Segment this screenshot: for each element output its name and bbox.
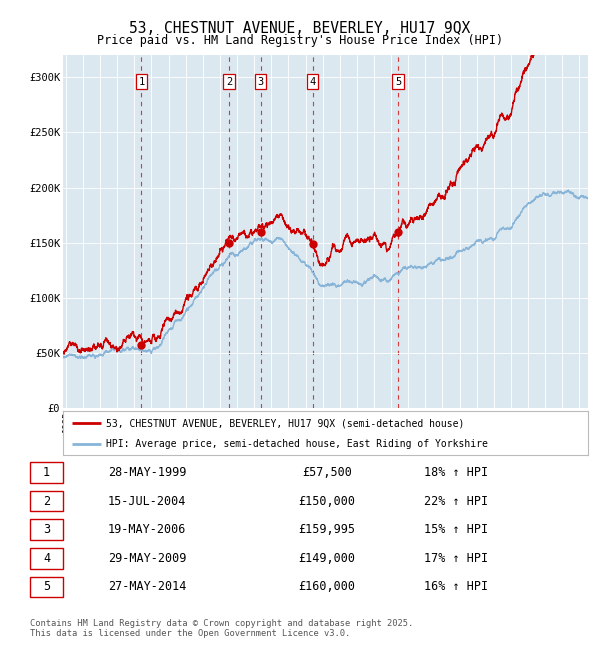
Text: £149,000: £149,000 — [299, 552, 355, 565]
Text: 15-JUL-2004: 15-JUL-2004 — [108, 495, 186, 508]
Text: 22% ↑ HPI: 22% ↑ HPI — [424, 495, 488, 508]
Text: 3: 3 — [43, 523, 50, 536]
Text: 19-MAY-2006: 19-MAY-2006 — [108, 523, 186, 536]
Text: £160,000: £160,000 — [299, 580, 355, 593]
Text: 53, CHESTNUT AVENUE, BEVERLEY, HU17 9QX: 53, CHESTNUT AVENUE, BEVERLEY, HU17 9QX — [130, 21, 470, 36]
Text: £57,500: £57,500 — [302, 466, 352, 479]
Text: 4: 4 — [310, 77, 316, 86]
Text: 16% ↑ HPI: 16% ↑ HPI — [424, 580, 488, 593]
Text: £150,000: £150,000 — [299, 495, 355, 508]
Text: Price paid vs. HM Land Registry's House Price Index (HPI): Price paid vs. HM Land Registry's House … — [97, 34, 503, 47]
Text: 5: 5 — [395, 77, 401, 86]
Text: 2: 2 — [226, 77, 232, 86]
Text: 15% ↑ HPI: 15% ↑ HPI — [424, 523, 488, 536]
Text: 2: 2 — [43, 495, 50, 508]
Text: 17% ↑ HPI: 17% ↑ HPI — [424, 552, 488, 565]
Text: 1: 1 — [138, 77, 145, 86]
Text: 53, CHESTNUT AVENUE, BEVERLEY, HU17 9QX (semi-detached house): 53, CHESTNUT AVENUE, BEVERLEY, HU17 9QX … — [106, 418, 464, 428]
Text: 28-MAY-1999: 28-MAY-1999 — [108, 466, 186, 479]
Text: 4: 4 — [43, 552, 50, 565]
Text: 29-MAY-2009: 29-MAY-2009 — [108, 552, 186, 565]
Text: Contains HM Land Registry data © Crown copyright and database right 2025.
This d: Contains HM Land Registry data © Crown c… — [30, 619, 413, 638]
Text: 27-MAY-2014: 27-MAY-2014 — [108, 580, 186, 593]
Text: 1: 1 — [43, 466, 50, 479]
Text: 5: 5 — [43, 580, 50, 593]
Text: 3: 3 — [257, 77, 264, 86]
Text: HPI: Average price, semi-detached house, East Riding of Yorkshire: HPI: Average price, semi-detached house,… — [106, 439, 488, 449]
Text: £159,995: £159,995 — [299, 523, 355, 536]
Text: 18% ↑ HPI: 18% ↑ HPI — [424, 466, 488, 479]
